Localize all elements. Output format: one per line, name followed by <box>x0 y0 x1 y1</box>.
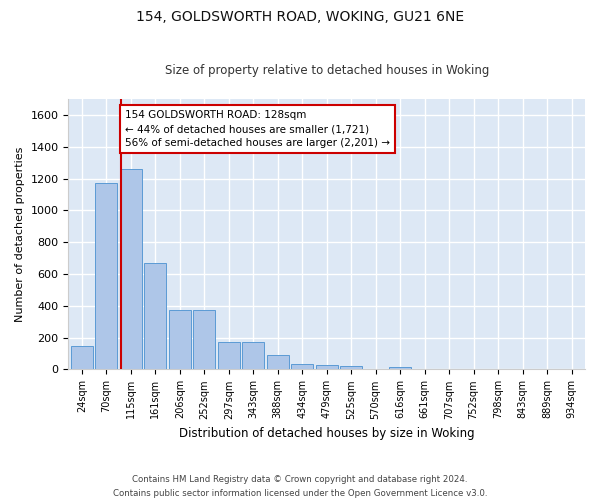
Bar <box>291 364 313 370</box>
Text: 154, GOLDSWORTH ROAD, WOKING, GU21 6NE: 154, GOLDSWORTH ROAD, WOKING, GU21 6NE <box>136 10 464 24</box>
Bar <box>389 366 411 370</box>
X-axis label: Distribution of detached houses by size in Woking: Distribution of detached houses by size … <box>179 427 475 440</box>
Bar <box>169 310 191 370</box>
Bar <box>145 262 166 370</box>
Bar <box>193 310 215 370</box>
Bar <box>71 346 93 370</box>
Text: Contains HM Land Registry data © Crown copyright and database right 2024.
Contai: Contains HM Land Registry data © Crown c… <box>113 476 487 498</box>
Bar <box>120 169 142 370</box>
Text: 154 GOLDSWORTH ROAD: 128sqm
← 44% of detached houses are smaller (1,721)
56% of : 154 GOLDSWORTH ROAD: 128sqm ← 44% of det… <box>125 110 390 148</box>
Bar <box>340 366 362 370</box>
Bar <box>242 342 264 369</box>
Y-axis label: Number of detached properties: Number of detached properties <box>15 146 25 322</box>
Bar <box>95 184 118 370</box>
Title: Size of property relative to detached houses in Woking: Size of property relative to detached ho… <box>164 64 489 77</box>
Bar <box>267 356 289 370</box>
Bar <box>218 342 240 369</box>
Bar <box>316 366 338 370</box>
